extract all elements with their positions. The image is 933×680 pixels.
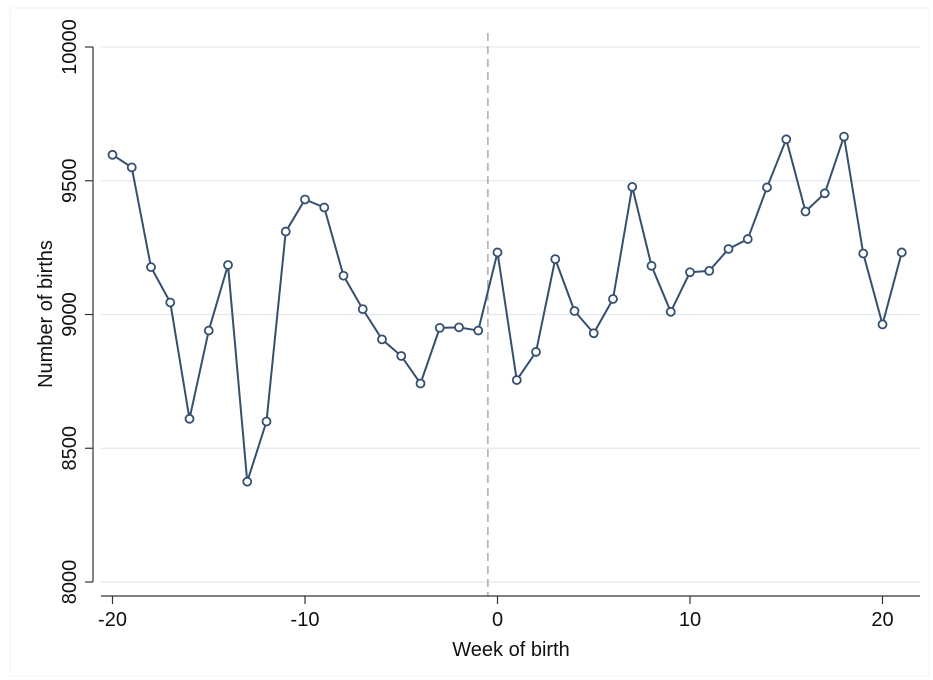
data-point — [762, 182, 772, 193]
data-point — [627, 182, 638, 192]
data-point — [800, 206, 811, 217]
data-point — [646, 260, 657, 271]
data-point — [723, 244, 734, 254]
data-point — [126, 162, 137, 173]
x-tick-label: 20 — [871, 609, 893, 631]
data-point — [492, 247, 503, 258]
y-tick-label: 8000 — [59, 560, 81, 605]
data-point — [858, 248, 869, 259]
data-point — [531, 347, 541, 357]
data-point — [415, 378, 426, 389]
data-point — [338, 270, 349, 281]
data-point — [511, 375, 522, 385]
x-axis-title: Week of birth — [452, 639, 569, 661]
data-point — [357, 304, 368, 315]
data-point — [781, 134, 792, 145]
data-point — [434, 322, 445, 333]
data-point — [261, 416, 272, 427]
data-point — [300, 194, 310, 205]
grid-lines — [101, 46, 920, 583]
x-tick-label: 0 — [492, 609, 503, 631]
data-point — [877, 319, 888, 330]
data-point — [377, 334, 387, 345]
series-line — [111, 135, 903, 483]
data-point — [184, 413, 195, 424]
data-point — [223, 260, 233, 270]
data-point — [704, 265, 715, 276]
data-point — [203, 325, 214, 336]
series-group — [107, 131, 907, 487]
data-point — [107, 149, 118, 160]
data-point — [454, 322, 464, 333]
x-tick-label: 10 — [679, 609, 701, 631]
y-axis-title: Number of births — [35, 240, 57, 388]
data-point — [819, 188, 830, 199]
x-tick-label: -20 — [98, 609, 127, 631]
data-point — [588, 328, 599, 339]
data-point — [896, 247, 907, 258]
data-point — [569, 306, 580, 316]
data-point — [396, 351, 407, 361]
data-point — [550, 254, 561, 265]
y-tick-label: 8500 — [59, 426, 81, 471]
x-tick-label: -10 — [291, 609, 320, 631]
chart-background — [9, 7, 930, 677]
tick-marks: -20 -10 0 10 20 8000 8500 9000 9500 10000 — [59, 19, 894, 631]
data-point — [742, 234, 753, 244]
data-point — [280, 226, 291, 237]
data-point — [839, 131, 849, 142]
data-point — [165, 297, 176, 308]
data-point — [473, 325, 484, 336]
data-point — [665, 306, 676, 317]
y-tick-label: 9500 — [59, 159, 81, 204]
data-point — [608, 294, 618, 304]
data-point — [242, 476, 253, 487]
data-point — [685, 267, 695, 278]
data-point — [146, 262, 156, 273]
y-tick-label: 10000 — [59, 19, 81, 75]
y-tick-label: 9000 — [59, 292, 81, 337]
data-point — [319, 202, 330, 213]
